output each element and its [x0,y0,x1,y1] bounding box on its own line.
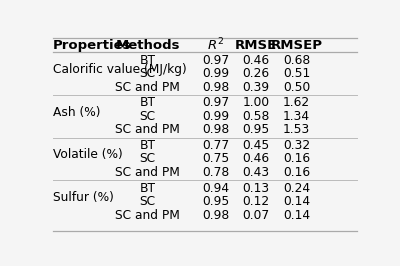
Text: 1.53: 1.53 [283,123,310,136]
Text: 1.62: 1.62 [283,96,310,109]
Text: 0.95: 0.95 [202,195,230,208]
Text: 0.26: 0.26 [242,67,270,80]
Text: 0.14: 0.14 [283,195,310,208]
Text: 0.58: 0.58 [242,110,270,123]
Text: 0.97: 0.97 [202,54,230,67]
Text: Ash (%): Ash (%) [53,106,101,119]
Text: BT: BT [140,96,156,109]
Text: 0.24: 0.24 [283,182,310,195]
Text: 0.99: 0.99 [202,110,230,123]
Text: SC: SC [140,195,156,208]
Text: 0.75: 0.75 [202,152,230,165]
Text: 0.94: 0.94 [202,182,230,195]
Text: 0.13: 0.13 [242,182,270,195]
Text: SC and PM: SC and PM [115,123,180,136]
Text: 0.98: 0.98 [202,209,230,222]
Text: 0.07: 0.07 [242,209,270,222]
Text: 0.98: 0.98 [202,123,230,136]
Text: 0.77: 0.77 [202,139,230,152]
Text: 0.97: 0.97 [202,96,230,109]
Text: 0.14: 0.14 [283,209,310,222]
Text: 0.68: 0.68 [283,54,310,67]
Text: 0.51: 0.51 [283,67,310,80]
Text: SC: SC [140,110,156,123]
Text: 0.32: 0.32 [283,139,310,152]
Text: 0.50: 0.50 [283,81,310,94]
Text: SC: SC [140,152,156,165]
Text: Methods: Methods [116,39,180,52]
Text: Volatile (%): Volatile (%) [53,148,123,161]
Text: 0.45: 0.45 [242,139,270,152]
Text: Properties: Properties [53,39,132,52]
Text: SC and PM: SC and PM [115,81,180,94]
Text: 1.00: 1.00 [242,96,270,109]
Text: BT: BT [140,139,156,152]
Text: 0.39: 0.39 [242,81,270,94]
Text: $R^2$: $R^2$ [207,37,224,54]
Text: 0.99: 0.99 [202,67,230,80]
Text: Sulfur (%): Sulfur (%) [53,191,114,204]
Text: 0.16: 0.16 [283,152,310,165]
Text: 0.12: 0.12 [242,195,270,208]
Text: BT: BT [140,182,156,195]
Text: 0.43: 0.43 [242,166,270,179]
Text: SC and PM: SC and PM [115,166,180,179]
Text: Calorific value (MJ/kg): Calorific value (MJ/kg) [53,63,187,76]
Text: SC and PM: SC and PM [115,209,180,222]
Text: 0.98: 0.98 [202,81,230,94]
Text: SC: SC [140,67,156,80]
Text: 0.78: 0.78 [202,166,230,179]
Text: RMSEP: RMSEP [270,39,322,52]
Text: 0.16: 0.16 [283,166,310,179]
Text: 0.46: 0.46 [242,54,270,67]
Text: 0.46: 0.46 [242,152,270,165]
Text: BT: BT [140,54,156,67]
Text: RMSE: RMSE [235,39,277,52]
Text: 0.95: 0.95 [242,123,270,136]
Text: 1.34: 1.34 [283,110,310,123]
